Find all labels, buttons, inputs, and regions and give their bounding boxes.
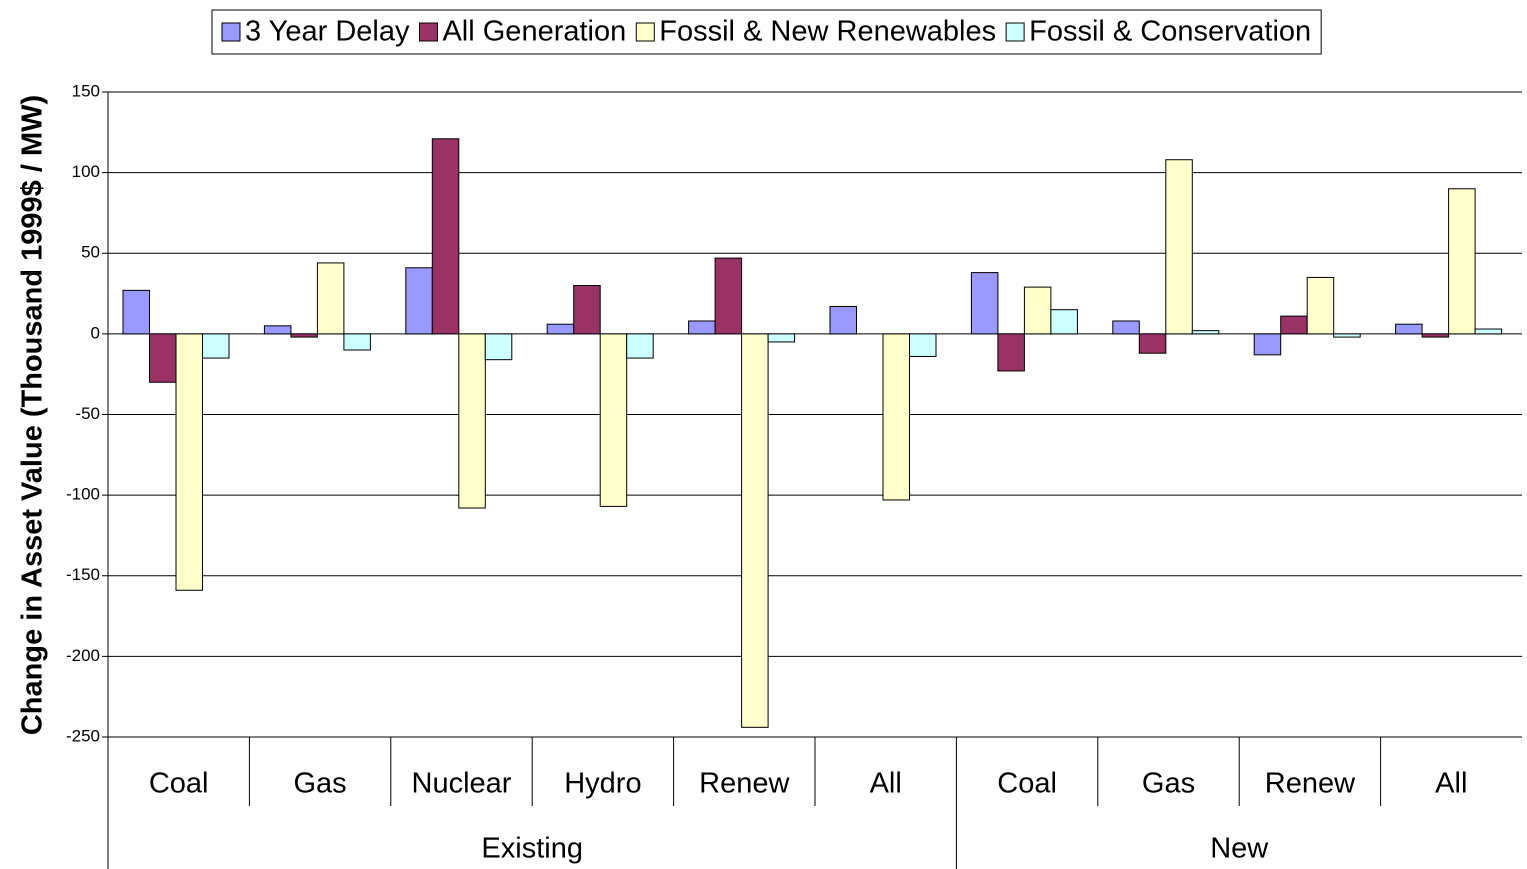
bar — [1421, 333, 1450, 338]
bar — [573, 285, 601, 335]
legend-box — [211, 9, 1322, 55]
bar — [741, 333, 769, 728]
bar — [149, 333, 177, 383]
legend-label: Fossil & Conservation — [1029, 16, 1311, 48]
bar — [546, 323, 575, 335]
bar — [1448, 188, 1476, 335]
bar — [1191, 330, 1220, 335]
bar — [714, 257, 743, 335]
bar — [1138, 333, 1167, 354]
bar — [970, 272, 999, 335]
legend-label: Fossil & New Renewables — [659, 16, 996, 48]
bar — [405, 267, 433, 335]
bar — [767, 333, 796, 343]
x-tick-label: Gas — [1142, 768, 1195, 800]
x-tick-label: All — [1435, 768, 1467, 800]
y-tick-label: 0 — [91, 323, 100, 342]
bar — [1306, 276, 1335, 335]
bar — [997, 333, 1025, 372]
legend-label: 3 Year Delay — [245, 16, 410, 48]
group-label: Existing — [481, 833, 583, 865]
bar — [1253, 333, 1282, 356]
bar — [431, 138, 460, 335]
x-tick-label: Nuclear — [412, 768, 512, 800]
bar — [484, 333, 513, 361]
x-tick-label: Gas — [294, 768, 347, 800]
group-label: New — [1210, 833, 1269, 865]
legend-swatch — [635, 22, 655, 42]
y-tick-label: -50 — [75, 404, 100, 423]
x-tick-label: Hydro — [564, 768, 641, 800]
bar — [175, 333, 203, 591]
y-tick-label: -200 — [66, 646, 100, 665]
legend-swatch — [418, 22, 438, 42]
bar — [1050, 309, 1078, 335]
y-axis-title: Change in Asset Value (Thousand 1999$ / … — [17, 95, 49, 735]
bar — [343, 333, 371, 351]
bar — [599, 333, 628, 507]
y-tick-label: 50 — [81, 243, 100, 262]
x-tick-label: Renew — [699, 768, 790, 800]
y-tick-label: -250 — [66, 726, 100, 745]
legend-swatch — [1005, 22, 1025, 42]
bar — [316, 262, 345, 335]
x-tick-label: Coal — [149, 768, 209, 800]
x-tick-label: Coal — [997, 768, 1057, 800]
bar — [290, 333, 318, 338]
bar — [458, 333, 486, 509]
legend: 3 Year Delay All Generation Fossil & New R… — [211, 9, 1322, 55]
bar — [1280, 315, 1308, 335]
bar — [1474, 328, 1503, 335]
bar — [1165, 159, 1193, 335]
bar — [1333, 333, 1361, 338]
bar — [263, 325, 292, 335]
legend-swatch — [221, 22, 241, 42]
x-tick-label: Renew — [1265, 768, 1356, 800]
y-tick-label: -100 — [66, 485, 100, 504]
legend-label: All Generation — [442, 16, 626, 48]
bar — [829, 305, 857, 335]
bar — [122, 289, 150, 335]
y-tick-label: 150 — [72, 81, 100, 100]
bar — [1112, 320, 1140, 335]
bar — [1395, 323, 1423, 335]
bar — [202, 333, 230, 359]
y-tick-label: 100 — [72, 162, 100, 181]
bar — [909, 333, 937, 357]
bar — [688, 320, 716, 335]
bar — [1023, 286, 1052, 335]
bar — [882, 333, 910, 501]
bar — [626, 333, 654, 359]
x-tick-label: All — [870, 768, 902, 800]
y-tick-label: -150 — [66, 565, 100, 584]
